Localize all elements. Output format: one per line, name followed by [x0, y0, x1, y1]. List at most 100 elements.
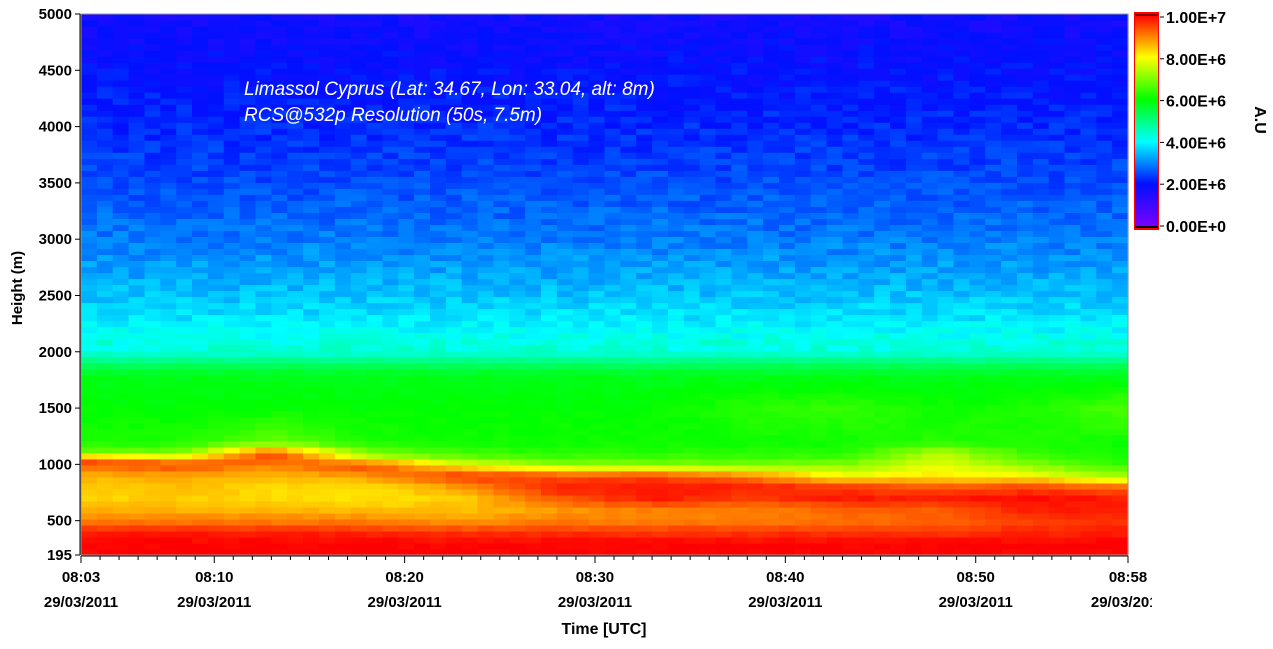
heatmap-cell — [905, 320, 923, 328]
heatmap-cell — [588, 506, 606, 514]
heatmap-cell — [747, 518, 764, 526]
heatmap-cell — [477, 230, 495, 237]
heatmap-cell — [747, 26, 764, 33]
heatmap-cell — [556, 200, 574, 207]
heatmap-cell — [112, 278, 130, 286]
heatmap-cell — [366, 236, 383, 243]
heatmap-cell — [271, 320, 288, 328]
heatmap-cell — [509, 368, 526, 376]
heatmap-cell — [192, 338, 209, 346]
heatmap-cell — [668, 260, 685, 268]
heatmap-cell — [319, 374, 336, 382]
heatmap-cell — [683, 543, 701, 550]
heatmap-cell — [255, 50, 272, 57]
heatmap-cell — [731, 386, 748, 394]
heatmap-cell — [239, 416, 257, 424]
heatmap-cell — [414, 470, 431, 478]
heatmap-cell — [176, 218, 193, 225]
heatmap-cell — [382, 320, 399, 328]
heatmap-cell — [541, 266, 558, 274]
heatmap-cell — [731, 104, 748, 111]
heatmap-cell — [112, 92, 130, 99]
heatmap-cell — [541, 464, 558, 472]
heatmap-cell — [477, 410, 495, 418]
heatmap-cell — [604, 98, 621, 105]
heatmap-cell — [731, 170, 748, 177]
heatmap-cell — [636, 374, 653, 382]
heatmap-cell — [430, 543, 447, 550]
heatmap-cell — [668, 302, 685, 310]
heatmap-cell — [652, 260, 669, 268]
heatmap-cell — [176, 62, 193, 69]
heatmap-cell — [588, 296, 606, 304]
heatmap-cell — [493, 248, 510, 255]
heatmap-cell — [509, 320, 526, 328]
heatmap-cell — [731, 362, 748, 370]
heatmap-cell — [921, 20, 939, 27]
heatmap-cell — [842, 537, 859, 544]
heatmap-cell — [937, 458, 955, 466]
heatmap-cell — [905, 374, 923, 382]
heatmap-cell — [810, 374, 828, 382]
heatmap-cell — [636, 38, 653, 45]
heatmap-cell — [715, 380, 732, 388]
heatmap-cell — [620, 188, 637, 195]
heatmap-cell — [953, 350, 970, 358]
heatmap-cell — [414, 14, 431, 21]
heatmap-cell — [604, 476, 621, 484]
heatmap-cell — [731, 26, 748, 33]
heatmap-cell — [239, 398, 257, 406]
heatmap-cell — [921, 350, 939, 358]
heatmap-cell — [826, 128, 844, 135]
heatmap-cell — [858, 74, 875, 81]
heatmap-cell — [414, 302, 431, 310]
heatmap-cell — [810, 134, 828, 141]
heatmap-cell — [366, 344, 383, 352]
heatmap-cell — [144, 446, 161, 454]
heatmap-cell — [525, 200, 542, 207]
heatmap-cell — [763, 140, 780, 147]
heatmap-cell — [334, 506, 352, 514]
heatmap-cell — [445, 500, 463, 508]
heatmap-cell — [160, 314, 177, 322]
heatmap-cell — [810, 260, 828, 268]
heatmap-cell — [842, 266, 859, 274]
heatmap-cell — [160, 350, 177, 358]
heatmap-cell — [445, 410, 463, 418]
heatmap-cell — [874, 74, 891, 81]
heatmap-cell — [763, 176, 780, 183]
heatmap-cell — [937, 506, 955, 514]
heatmap-cell — [207, 44, 225, 51]
heatmap-cell — [430, 74, 447, 81]
heatmap-cell — [128, 344, 146, 352]
heatmap-cell — [350, 20, 368, 27]
heatmap-cell — [493, 506, 510, 514]
heatmap-cell — [747, 494, 764, 502]
heatmap-cell — [239, 278, 257, 286]
heatmap-cell — [826, 500, 844, 508]
heatmap-cell — [144, 338, 161, 346]
heatmap-cell — [763, 422, 780, 430]
heatmap-cell — [731, 524, 748, 532]
heatmap-cell — [779, 92, 796, 99]
heatmap-cell — [953, 500, 970, 508]
heatmap-cell — [287, 44, 304, 51]
heatmap-cell — [810, 170, 828, 177]
heatmap-cell — [319, 236, 336, 243]
heatmap-cell — [223, 122, 241, 129]
heatmap-cell — [192, 80, 209, 87]
heatmap-cell — [921, 56, 939, 63]
heatmap-cell — [176, 50, 193, 57]
heatmap-cell — [826, 254, 844, 261]
heatmap-cell — [461, 537, 479, 544]
heatmap-cell — [445, 531, 463, 538]
heatmap-cell — [953, 392, 970, 400]
heatmap-cell — [509, 410, 526, 418]
heatmap-cell — [794, 92, 812, 99]
heatmap-cell — [255, 20, 272, 27]
heatmap-cell — [350, 92, 368, 99]
heatmap-cell — [810, 14, 828, 21]
heatmap-cell — [477, 518, 495, 526]
heatmap-cell — [398, 518, 415, 526]
heatmap-cell — [477, 152, 495, 159]
